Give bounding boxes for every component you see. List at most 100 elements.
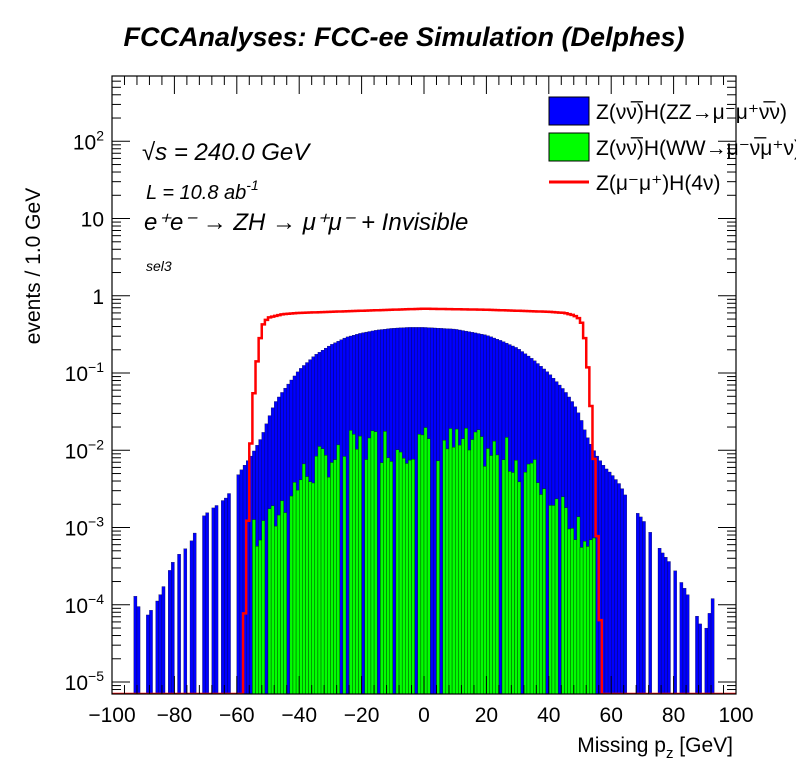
series-4nu-line: [112, 307, 736, 694]
bar-ww: [448, 428, 453, 694]
bar-ww: [420, 434, 425, 694]
bar-ww: [408, 459, 412, 694]
bar-ww: [504, 437, 509, 694]
bar-zz: [710, 598, 715, 694]
bar-ww: [261, 520, 266, 694]
bar-zz: [642, 521, 646, 694]
selection-label: sel3: [146, 258, 172, 274]
x-tick-label: 80: [662, 704, 685, 727]
bar-zz: [667, 561, 671, 694]
luminosity-main: L = 10.8 ab: [146, 182, 246, 204]
bar-zz: [558, 384, 562, 694]
bar-zz: [704, 627, 709, 694]
bar-ww: [270, 505, 275, 694]
bar-ww: [358, 435, 362, 694]
bar-zz: [133, 596, 138, 694]
bar-zz: [171, 562, 175, 694]
bar-ww: [336, 444, 340, 694]
x-tick-label: 20: [475, 704, 498, 727]
bar-zz: [392, 328, 397, 694]
bar-zz: [682, 588, 687, 694]
bar-zz: [695, 615, 699, 694]
bar-ww: [311, 482, 315, 694]
bar-zz: [520, 351, 524, 694]
bar-zz: [224, 497, 228, 694]
bar-zz: [617, 483, 621, 694]
bar-zz: [620, 488, 624, 694]
bar-ww: [479, 436, 484, 694]
bar-zz: [149, 610, 153, 694]
plot-area: [112, 307, 736, 694]
bar-ww: [501, 459, 506, 694]
legend-label-zz: Z(νν̅)H(ZZ→μ⁻μ⁺ν̅ν): [596, 101, 787, 124]
x-tick-label: −60: [219, 704, 255, 727]
bar-ww: [317, 446, 322, 694]
bar-zz: [614, 479, 618, 694]
bar-ww: [305, 476, 309, 694]
bar-zz: [189, 540, 194, 694]
bar-zz: [607, 471, 612, 694]
bar-ww: [470, 439, 475, 694]
bar-ww: [573, 539, 578, 694]
bar-zz: [707, 613, 712, 694]
bar-zz: [155, 600, 159, 694]
bar-zz: [236, 474, 241, 694]
bar-ww: [511, 472, 515, 694]
bar-ww: [364, 459, 369, 694]
bar-ww: [308, 481, 312, 694]
bar-ww: [398, 451, 403, 694]
bar-ww: [526, 463, 531, 694]
bar-ww: [283, 512, 287, 694]
bar-ww: [411, 459, 415, 694]
x-tick-label: 40: [537, 704, 560, 727]
legend-swatch-ww: [548, 132, 590, 162]
bar-ww: [445, 448, 450, 694]
bar-ww: [383, 431, 387, 694]
bar-ww: [458, 444, 462, 694]
y-tick-label: 10−5: [65, 668, 105, 695]
bar-ww: [476, 429, 481, 694]
y-tick-label: 1: [92, 286, 104, 309]
bar-ww: [589, 539, 593, 694]
bar-ww: [486, 448, 490, 694]
process-label: e⁺e⁻ → ZH → μ⁺μ⁻ + Invisible: [144, 209, 468, 236]
bar-zz: [211, 507, 216, 694]
bar-ww: [582, 541, 587, 694]
bar-zz: [673, 570, 677, 694]
bar-ww: [539, 494, 543, 694]
bar-zz: [205, 512, 209, 694]
bar-ww: [564, 507, 568, 694]
bar-ww: [327, 476, 331, 694]
bar-zz: [679, 582, 684, 694]
bar-zz: [664, 557, 668, 694]
legend: Z(νν̅)H(ZZ→μ⁻μ⁺ν̅ν) Z(νν̅)H(WW→μ⁻ν̅μ⁺ν) …: [548, 96, 796, 195]
bar-ww: [367, 437, 372, 694]
bar-ww: [523, 471, 528, 694]
bar-zz: [192, 532, 197, 694]
series-ww-bars: [252, 427, 596, 694]
x-tick-label: −20: [344, 704, 380, 727]
bar-zz: [168, 570, 172, 694]
bar-ww: [314, 455, 319, 694]
x-tick-label: −40: [281, 704, 317, 727]
y-axis-label: events / 1.0 GeV: [22, 188, 45, 344]
bar-ww: [489, 455, 493, 694]
bar-zz: [414, 327, 418, 694]
bar-zz: [377, 329, 381, 694]
bar-ww: [258, 539, 262, 694]
y-tick-label: 10−3: [65, 514, 105, 541]
bar-zz: [623, 494, 627, 694]
axis-ticks: [111, 75, 737, 695]
bar-ww: [295, 489, 300, 694]
bar-zz: [221, 500, 225, 694]
bar-ww: [292, 482, 297, 694]
bar-ww: [451, 446, 456, 694]
bar-ww: [586, 546, 590, 694]
bar-ww: [255, 546, 259, 694]
bar-ww: [592, 537, 596, 694]
x-tick-label: 60: [600, 704, 623, 727]
bar-ww: [289, 495, 294, 694]
bar-ww: [252, 519, 256, 694]
bar-ww: [320, 448, 325, 694]
bar-zz: [136, 606, 141, 694]
